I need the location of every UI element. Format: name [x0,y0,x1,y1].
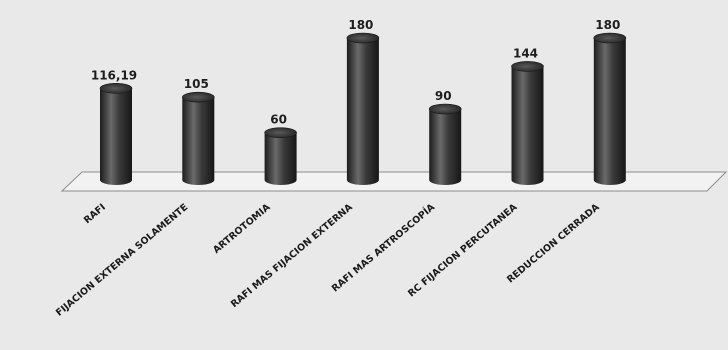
value-label-3: 60 [270,113,287,127]
bar-3 [264,127,297,185]
bar-4 [346,32,380,185]
category-label-2: FIJACION EXTERNA SOLAMENTE [54,202,190,319]
value-labels-group: 116,19 105 60 180 90 144 180 [91,18,620,127]
bar-7 [593,32,627,185]
category-label-3: ARTROTOMIA [211,201,273,255]
value-label-5: 90 [435,89,452,103]
bar-2 [182,91,215,185]
value-label-4: 180 [348,18,373,32]
value-label-1: 116,19 [91,68,137,82]
category-label-7: REDUCCION CERRADA [505,201,602,285]
bar-5 [428,103,462,185]
value-label-6: 144 [513,46,538,60]
chart-floor [60,171,728,192]
bar-1 [99,83,133,185]
category-label-1: RAFI [82,202,108,226]
value-label-2: 105 [184,77,209,91]
bar-6 [511,61,544,185]
bars-group [99,32,627,185]
value-label-7: 180 [595,18,620,32]
